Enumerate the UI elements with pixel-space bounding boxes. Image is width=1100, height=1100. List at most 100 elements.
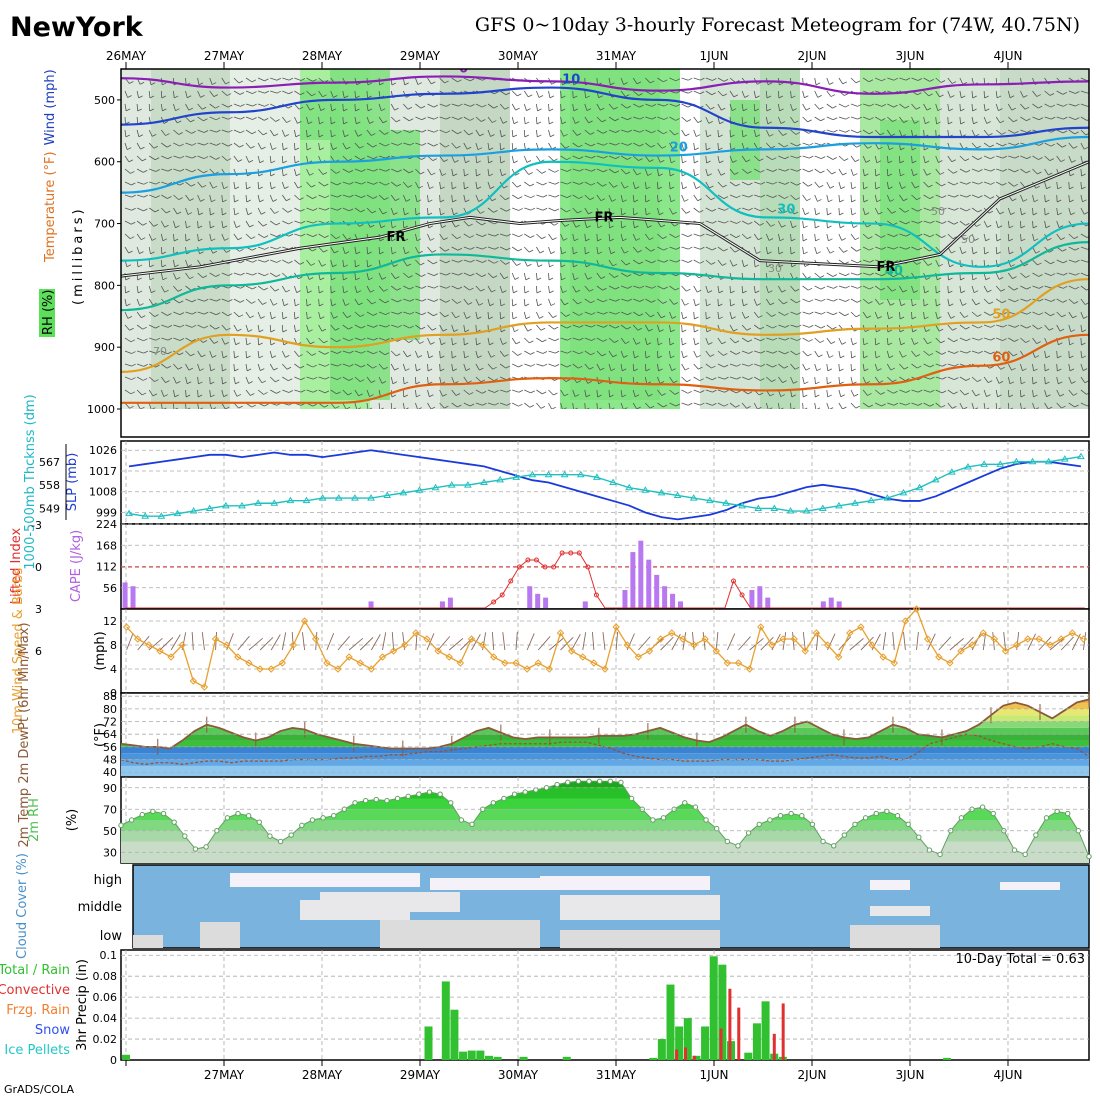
wind-barb bbox=[1044, 168, 1049, 176]
wind-barb-feather bbox=[356, 121, 361, 125]
wind-barb-feather bbox=[264, 78, 269, 82]
wind-barb bbox=[765, 220, 772, 227]
rh-point bbox=[267, 833, 273, 839]
wind-speed-point bbox=[456, 659, 465, 667]
wind-barb bbox=[705, 246, 713, 251]
rh-label-group: RH (%) bbox=[39, 289, 56, 337]
wind-barb bbox=[572, 220, 577, 228]
wind-barb bbox=[342, 337, 350, 342]
wind-barb-feather bbox=[263, 235, 269, 238]
wind-barb bbox=[669, 155, 672, 163]
wind-barb bbox=[766, 376, 772, 382]
wind-barb-feather bbox=[240, 272, 245, 276]
precip-bar bbox=[709, 956, 718, 1060]
wind-barb bbox=[572, 103, 575, 111]
wind-barb-feather bbox=[578, 156, 584, 160]
rh-band bbox=[940, 69, 1000, 409]
wind-barb-feather bbox=[319, 147, 324, 151]
wind-barb-feather bbox=[878, 146, 883, 150]
wind-speed-point bbox=[757, 623, 765, 631]
wind-barb bbox=[741, 259, 745, 267]
wind-barb-feather bbox=[189, 198, 194, 202]
wind-barb-feather bbox=[923, 303, 929, 307]
cape-bar bbox=[447, 597, 453, 609]
li-tick-label: 0 bbox=[35, 561, 42, 574]
wind-barb bbox=[874, 233, 882, 238]
wind-barb bbox=[947, 90, 951, 98]
wind-barb-feather bbox=[639, 116, 645, 120]
wind-barb bbox=[523, 298, 526, 307]
wind-barb bbox=[850, 116, 858, 120]
wind-barb-feather bbox=[457, 79, 462, 83]
wind-barb-feather bbox=[1046, 394, 1051, 398]
wind-barb-feather bbox=[259, 199, 264, 203]
wind-barb bbox=[826, 129, 834, 133]
wind-barb bbox=[608, 272, 615, 278]
wind-barb bbox=[717, 311, 720, 319]
wind-speed-point bbox=[656, 635, 665, 643]
wind-barb-feather bbox=[867, 393, 872, 396]
wind-barb-feather bbox=[505, 365, 510, 369]
wind-barb bbox=[245, 77, 253, 83]
wind-barb-feather bbox=[735, 235, 741, 238]
wind-barb bbox=[862, 207, 866, 215]
wind-barb bbox=[669, 246, 677, 250]
wind-barb-feather bbox=[431, 172, 436, 176]
wind-barb-feather bbox=[954, 207, 959, 211]
wind-barb bbox=[572, 350, 580, 355]
wind-barb-feather bbox=[345, 303, 350, 306]
wind-barb bbox=[499, 103, 506, 110]
rh-axis-label: 2m RH bbox=[27, 798, 42, 842]
thickness-point bbox=[270, 499, 279, 506]
li-line bbox=[125, 552, 1085, 609]
wind-barb-feather bbox=[1012, 276, 1017, 279]
wind-barb bbox=[911, 194, 917, 200]
wind-barb-feather bbox=[187, 381, 192, 385]
wind-barb-feather bbox=[791, 394, 796, 398]
wind-barb-feather bbox=[974, 407, 979, 409]
slp-tick-label: 1017 bbox=[89, 465, 117, 478]
wind-barb-feather bbox=[466, 146, 472, 150]
li-point bbox=[525, 557, 531, 563]
wind-barb-feather bbox=[989, 365, 994, 369]
wind-barb bbox=[197, 90, 201, 98]
wind-barb-feather bbox=[385, 182, 390, 186]
wind-barb bbox=[511, 129, 514, 138]
wind-barb-feather bbox=[952, 236, 958, 240]
wind-barb bbox=[911, 363, 918, 369]
wind-barb bbox=[669, 350, 671, 358]
wind-barb bbox=[644, 389, 649, 397]
wind-barb bbox=[366, 363, 373, 369]
wind-barb bbox=[378, 116, 384, 124]
wind-barb-feather bbox=[1061, 314, 1066, 318]
wind-barb-feather bbox=[1050, 104, 1056, 108]
wind-barb-feather bbox=[530, 235, 535, 238]
wind-barb bbox=[681, 376, 687, 383]
wind-barb bbox=[523, 103, 527, 111]
wind-barb bbox=[560, 233, 564, 241]
wind-barb-feather bbox=[312, 208, 318, 211]
top-date-label: 30MAY bbox=[498, 49, 539, 63]
wind-barb-feather bbox=[586, 108, 592, 112]
wind-barb-feather bbox=[1010, 264, 1015, 267]
wind-barb bbox=[136, 246, 140, 254]
wind-barb-feather bbox=[1069, 355, 1074, 359]
wind-barb-feather bbox=[235, 381, 240, 385]
wind-barb-feather bbox=[385, 168, 390, 172]
wind-barb-10m bbox=[348, 637, 364, 651]
wind-barb bbox=[342, 207, 350, 212]
wind-barb-feather bbox=[961, 251, 967, 254]
wind-barb-feather bbox=[574, 277, 579, 281]
wind-barb-feather bbox=[960, 108, 965, 112]
wind-barb-feather bbox=[634, 394, 640, 398]
wind-barb bbox=[741, 337, 749, 343]
wind-barb-feather bbox=[706, 316, 711, 320]
wind-barb bbox=[729, 311, 733, 319]
wind-barb-feather bbox=[815, 394, 820, 398]
wind-barb-feather bbox=[783, 301, 788, 305]
wind-barb bbox=[403, 324, 410, 329]
wind-barb bbox=[753, 259, 756, 267]
wind-barb-feather bbox=[730, 303, 735, 307]
wind-barb bbox=[366, 272, 370, 280]
wind-barb-feather bbox=[989, 144, 994, 148]
